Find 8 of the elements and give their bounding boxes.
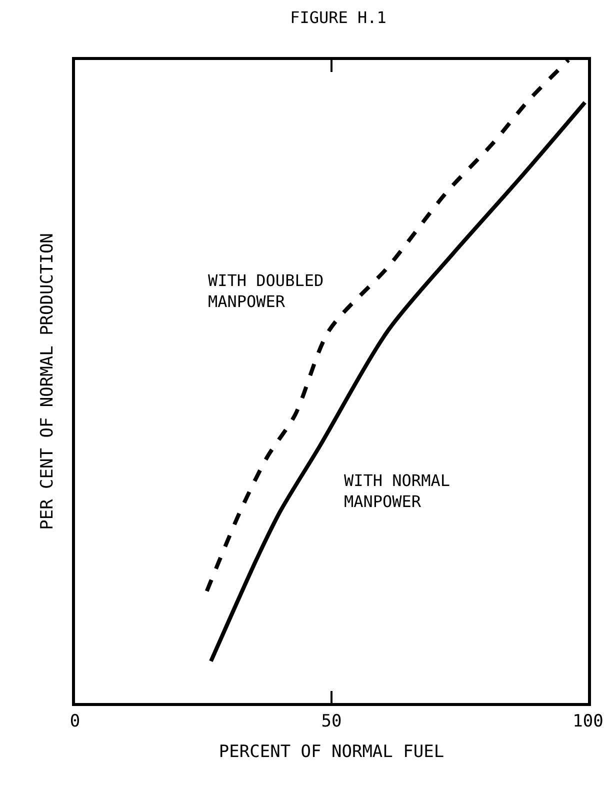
x-tick-label: 50 (321, 711, 342, 732)
text: WITH NORMAL MANPOWER (344, 471, 450, 511)
x-axis-title: PERCENT OF NORMAL FUEL (218, 742, 444, 762)
x-tick-label: 0 (70, 711, 80, 732)
series-label: WITH DOUBLED MANPOWER (208, 271, 324, 311)
y-axis-title: PER CENT OF NORMAL PRODUCTION (38, 233, 58, 530)
x-tick-label: 100 (572, 711, 604, 732)
chart-title: FIGURE H.1 (290, 8, 386, 28)
